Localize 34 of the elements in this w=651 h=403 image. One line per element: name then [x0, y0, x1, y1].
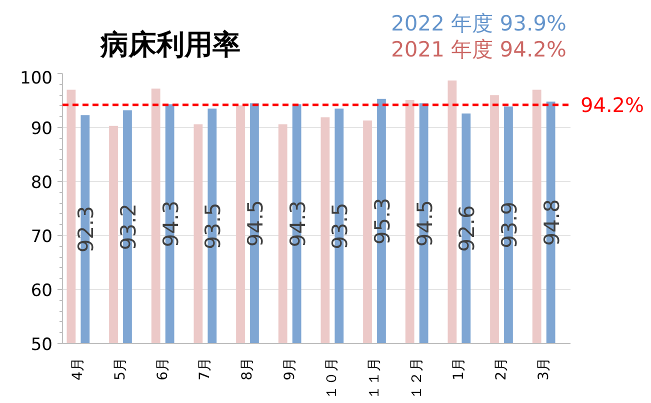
x-tick-label: １０月 — [324, 358, 340, 400]
x-tick-label: 9月 — [282, 357, 298, 380]
ref-line-label: 94.2% — [580, 92, 644, 117]
data-label: 94.5 — [243, 200, 268, 247]
x-tick-label: 3月 — [536, 357, 552, 380]
data-label: 93.5 — [328, 202, 352, 250]
data-label: 92.6 — [455, 205, 480, 252]
data-label: 93.5 — [201, 202, 226, 250]
x-tick-label: 5月 — [112, 357, 128, 380]
x-tick-label: １２月 — [408, 358, 425, 400]
y-tick-label: 90 — [30, 119, 53, 139]
series-label: 2021 年度 94.2% — [390, 38, 567, 62]
y-tick-label: 50 — [30, 335, 53, 355]
data-label: 93.9 — [497, 202, 522, 248]
data-label: 94.8 — [540, 199, 564, 246]
data-label: 92.3 — [74, 206, 98, 253]
text: 2022 年度 93.9% — [390, 12, 567, 36]
x-tick-label: １１月 — [366, 358, 382, 400]
data-label: 94.3 — [158, 200, 183, 248]
data-label: 95.3 — [370, 198, 394, 245]
y-tick-label: 60 — [30, 281, 53, 301]
x-tick-label: 7月 — [197, 357, 214, 380]
x-tick-label: 8月 — [239, 357, 256, 380]
data-label: 94.5 — [412, 200, 437, 247]
x-tick-label: 1月 — [451, 357, 468, 380]
y-tick-label: 70 — [30, 227, 53, 247]
x-tick-label: 6月 — [154, 357, 171, 380]
y-tick-label: 80 — [30, 173, 53, 193]
data-label: 94.3 — [286, 200, 310, 248]
y-tick-label: 100 — [20, 68, 53, 88]
x-tick-label: 4月 — [70, 357, 86, 380]
x-tick-label: 2月 — [493, 357, 510, 380]
chart-title: 病床利用率 — [100, 28, 240, 61]
data-label: 93.2 — [116, 203, 140, 250]
